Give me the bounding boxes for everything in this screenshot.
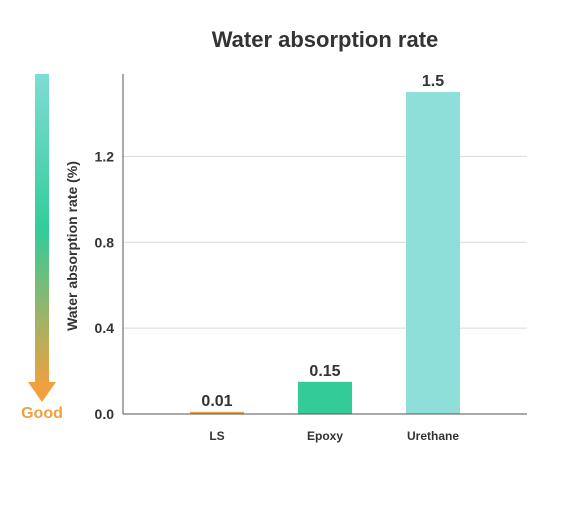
y-tick-label: 1.2 [95,148,115,164]
y-tick-label: 0.4 [95,320,115,336]
bar-epoxy [298,381,352,414]
gridlines [123,155,527,329]
labels: 0.0 0.4 0.8 1.2 0.01 LS 0.15 Epoxy 1.5 Urethane [95,73,460,443]
good-label: Good [21,405,63,422]
x-tick-label: Urethane [407,429,459,443]
y-tick-label: 0.0 [95,406,115,422]
bar-urethane [406,92,460,414]
data-label: 0.01 [201,393,232,410]
bar-ls [190,411,244,414]
y-axis-label: Water absorption rate (%) [64,161,80,331]
x-tick-label: LS [209,429,224,443]
x-tick-label: Epoxy [307,429,343,443]
axes [122,74,527,415]
chart-title: Water absorption rate [212,27,439,52]
y-tick-label: 0.8 [95,234,115,250]
bars [190,92,460,414]
data-label: 0.15 [309,363,340,380]
data-label: 1.5 [422,73,444,90]
good-direction-arrow [28,74,56,404]
